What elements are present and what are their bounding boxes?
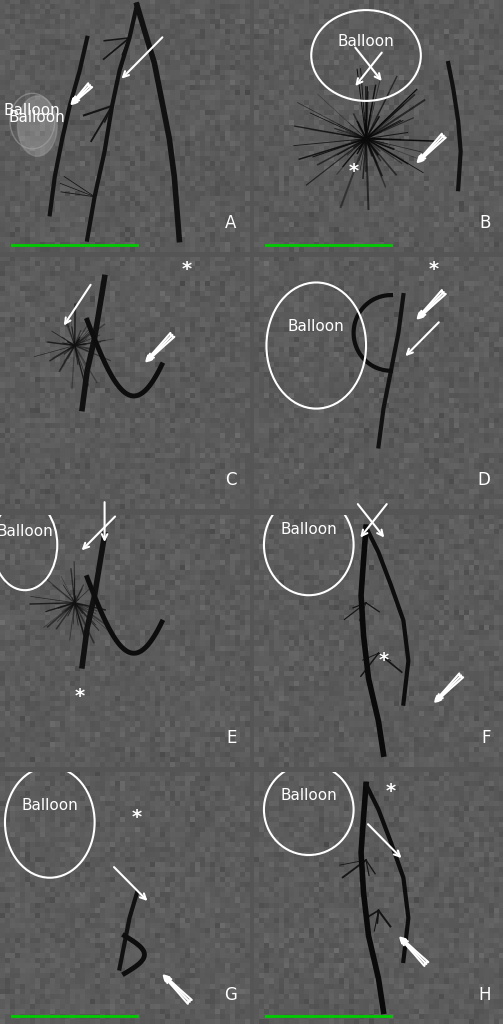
Text: Balloon: Balloon: [288, 319, 345, 334]
Text: D: D: [478, 471, 490, 489]
Text: *: *: [428, 260, 438, 280]
Text: Balloon: Balloon: [280, 788, 337, 804]
Text: *: *: [182, 260, 192, 280]
Text: H: H: [478, 986, 490, 1004]
Text: G: G: [224, 986, 236, 1004]
Text: C: C: [225, 471, 236, 489]
Text: Balloon: Balloon: [0, 523, 53, 539]
Text: *: *: [349, 162, 359, 181]
Text: F: F: [481, 728, 490, 746]
Text: Balloon: Balloon: [22, 798, 78, 813]
Text: Balloon: Balloon: [338, 35, 394, 49]
Text: *: *: [74, 687, 85, 706]
Text: Balloon: Balloon: [4, 103, 61, 119]
Text: B: B: [479, 214, 490, 232]
Text: A: A: [225, 214, 236, 232]
Text: Balloon: Balloon: [9, 110, 66, 125]
Text: Balloon: Balloon: [280, 522, 337, 538]
Text: E: E: [226, 728, 236, 746]
Text: *: *: [132, 808, 142, 826]
Ellipse shape: [18, 96, 57, 157]
Text: *: *: [378, 651, 388, 671]
Text: *: *: [386, 782, 396, 802]
